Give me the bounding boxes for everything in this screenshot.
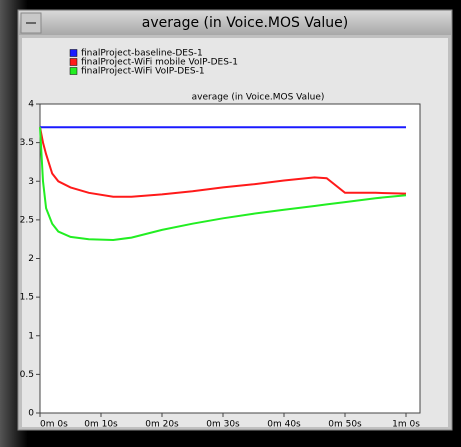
legend-label: finalProject-WiFi mobile VoIP-DES-1 [81, 58, 238, 68]
x-tick-label: 0m 30s [206, 420, 240, 430]
y-tick-label: 0.5 [20, 370, 34, 380]
chart-title: average (in Voice.MOS Value) [192, 93, 325, 103]
data-line [39, 127, 407, 198]
x-tick-label: 1m 0s [392, 420, 420, 430]
legend-swatch [69, 67, 78, 75]
data-line [39, 127, 407, 242]
y-tick-label: 0 [28, 409, 34, 419]
legend-label: finalProject-WiFi VoIP-DES-1 [81, 67, 205, 77]
x-tick-label: 0m 10s [84, 420, 118, 430]
title-bar [19, 11, 451, 35]
y-tick-label: 4 [28, 100, 34, 110]
x-tick-label: 0m 0s [40, 420, 68, 430]
y-tick-label: 2 [28, 254, 34, 264]
legend-swatch [69, 49, 78, 57]
window-title: average (in Voice.MOS Value) [142, 15, 349, 31]
y-tick-label: 1 [28, 331, 34, 341]
y-tick-label: 1.5 [20, 293, 34, 303]
x-tick-label: 0m 20s [145, 420, 179, 430]
x-tick-label: 0m 50s [328, 420, 362, 430]
y-tick-label: 3.5 [20, 138, 34, 148]
y-tick-label: 3 [28, 177, 34, 187]
legend-label: finalProject-baseline-DES-1 [81, 49, 203, 59]
plot-area [39, 103, 421, 414]
x-tick-label: 0m 40s [267, 420, 301, 430]
legend-swatch [69, 58, 78, 66]
y-tick-label: 2.5 [20, 215, 34, 225]
